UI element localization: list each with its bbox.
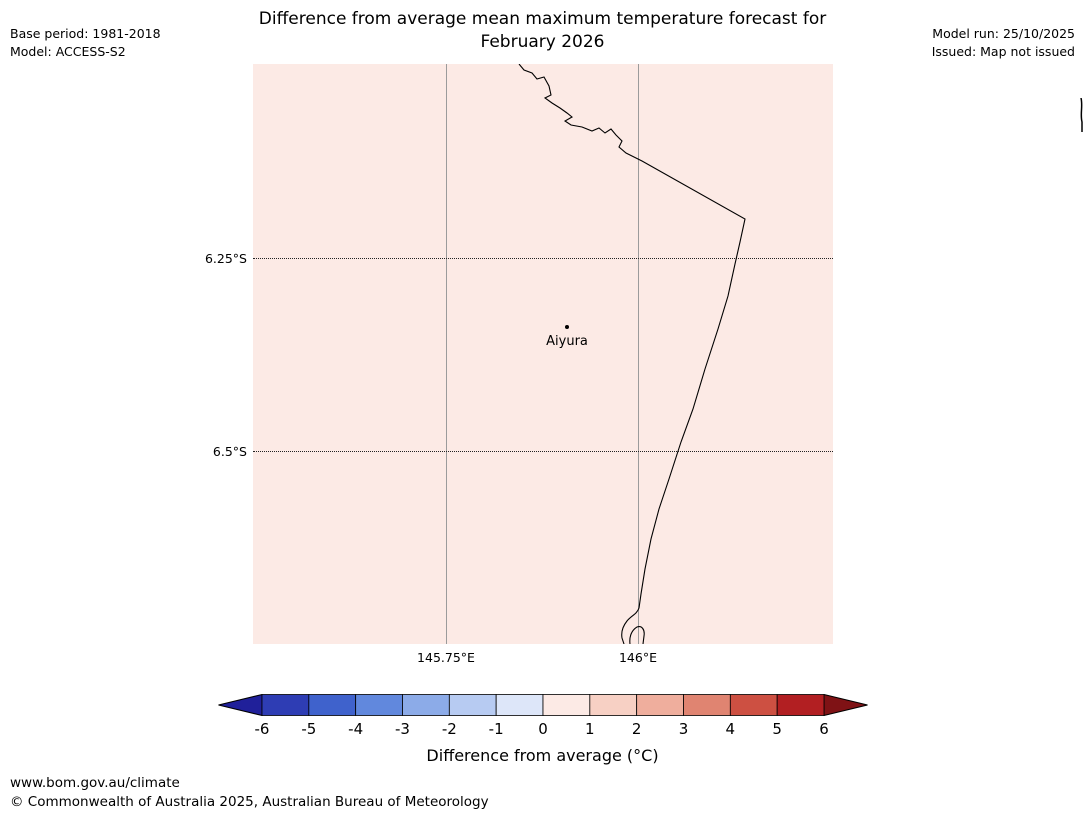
colorbar-tick-label: 0 <box>538 720 548 738</box>
colorbar-tick-label: 6 <box>819 720 829 738</box>
lat-gridline-6-5s <box>253 451 833 452</box>
colorbar-tick-label: -5 <box>301 720 317 738</box>
colorbar-tick-label: 3 <box>678 720 689 738</box>
colorbar-svg <box>218 694 868 716</box>
colorbar-segment <box>636 694 684 716</box>
colorbar-segment <box>495 694 544 716</box>
colorbar-tick-label: -4 <box>348 720 364 738</box>
lat-tick-6-25s: 6.25°S <box>204 251 247 266</box>
colorbar-segment <box>589 694 638 716</box>
colorbar-tick-label: -6 <box>254 720 270 738</box>
footer-copyright: © Commonwealth of Australia 2025, Austra… <box>10 794 489 810</box>
page-title: Difference from average mean maximum tem… <box>0 8 1085 54</box>
colorbar-label: Difference from average (°C) <box>426 746 659 765</box>
lat-gridline-6-25s <box>253 258 833 259</box>
lon-tick-146e: 146°E <box>618 650 657 665</box>
issued-text: Issued: Map not issued <box>931 43 1075 59</box>
colorbar-ticks: -6 -5 -4 -3 -2 -1 0 1 2 3 4 5 6 <box>218 720 868 738</box>
colorbar-left-arrow <box>218 694 263 716</box>
lon-tick-145-75e: 145.75°E <box>417 650 475 665</box>
colorbar-tick-label: -1 <box>488 720 504 738</box>
colorbar-tick-label: -2 <box>441 720 457 738</box>
page-title-line2: February 2026 <box>480 32 605 52</box>
lat-tick-6-5s: 6.5°S <box>212 444 247 459</box>
colorbar-segment <box>776 694 825 716</box>
model-info: Base period: 1981-2018 Model: ACCESS-S2 <box>10 25 161 60</box>
model-run-text: Model run: 25/10/2025 <box>932 26 1075 41</box>
model-text: Model: ACCESS-S2 <box>10 43 126 59</box>
colorbar-right-arrow <box>823 694 868 716</box>
colorbar-tick-label: -3 <box>395 720 410 738</box>
colorbar-segment <box>355 694 403 716</box>
colorbar-tick-label: 4 <box>725 720 736 738</box>
lon-gridline-146e <box>638 64 639 644</box>
run-info: Model run: 25/10/2025 Issued: Map not is… <box>932 25 1075 60</box>
colorbar-segment <box>402 694 450 716</box>
lon-gridline-145-75e <box>446 64 447 644</box>
colorbar-segment <box>683 694 731 716</box>
base-period-text: Base period: 1981-2018 <box>10 26 161 41</box>
coastline-fragment <box>1080 98 1083 132</box>
page-title-line1: Difference from average mean maximum tem… <box>258 9 827 29</box>
colorbar-segment <box>261 694 310 716</box>
map-canvas: Aiyura <box>253 64 833 644</box>
coastline-fragment-path <box>1080 98 1083 132</box>
colorbar-segment <box>542 694 591 716</box>
colorbar-tick-label: 2 <box>631 720 642 738</box>
colorbar-segment <box>308 694 357 716</box>
coastline-path <box>518 64 746 644</box>
colorbar-tick-label: 1 <box>585 720 595 738</box>
colorbar-tick-label: 5 <box>772 720 782 738</box>
colorbar-segment <box>448 694 497 716</box>
station-label-aiyura: Aiyura <box>546 334 588 349</box>
coastline-layer <box>518 64 746 644</box>
colorbar-segment <box>729 694 778 716</box>
footer-url: www.bom.gov.au/climate <box>10 775 180 791</box>
station-marker-aiyura <box>565 325 569 329</box>
